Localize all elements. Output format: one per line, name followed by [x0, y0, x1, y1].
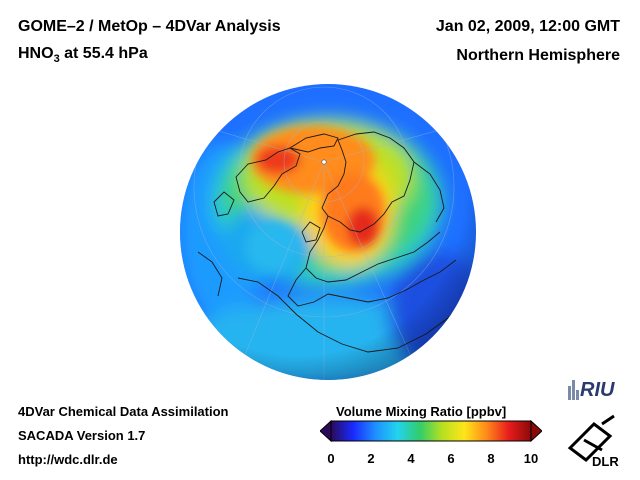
colorbar: [320, 420, 542, 442]
colorbar-body: [330, 420, 532, 442]
svg-text:DLR: DLR: [592, 454, 619, 468]
species-level-label: HNO3 at 55.4 hPa: [18, 45, 148, 66]
colorbar-tick-label: 4: [407, 451, 415, 466]
riu-logo: RIU: [568, 379, 615, 401]
hemisphere-label: Northern Hemisphere: [456, 47, 620, 64]
footer-line-2: SACADA Version 1.7: [18, 428, 146, 443]
colorbar-over-arrow: [530, 420, 542, 442]
svg-text:RIU: RIU: [580, 379, 615, 401]
globe-map: [180, 84, 476, 380]
colorbar-tick-label: 2: [367, 451, 375, 466]
colorbar-label: Volume Mixing Ratio [ppbv]: [336, 404, 507, 419]
north-pole-marker: [321, 159, 327, 165]
dlr-logo: DLR: [567, 414, 619, 468]
colorbar-tick-label: 10: [523, 451, 539, 466]
colorbar-tick-label: 0: [327, 451, 335, 466]
colorbar-tick-label: 8: [487, 451, 495, 466]
map-title: GOME–2 / MetOp – 4DVar Analysis: [18, 18, 281, 35]
colorbar-tick-label: 6: [447, 451, 455, 466]
footer-url: http://wdc.dlr.de: [18, 452, 118, 467]
colorbar-under-arrow: [320, 420, 332, 442]
analysis-date: Jan 02, 2009, 12:00 GMT: [435, 18, 620, 35]
concentration-field: [180, 84, 476, 380]
footer-line-1: 4DVar Chemical Data Assimilation: [18, 404, 229, 419]
